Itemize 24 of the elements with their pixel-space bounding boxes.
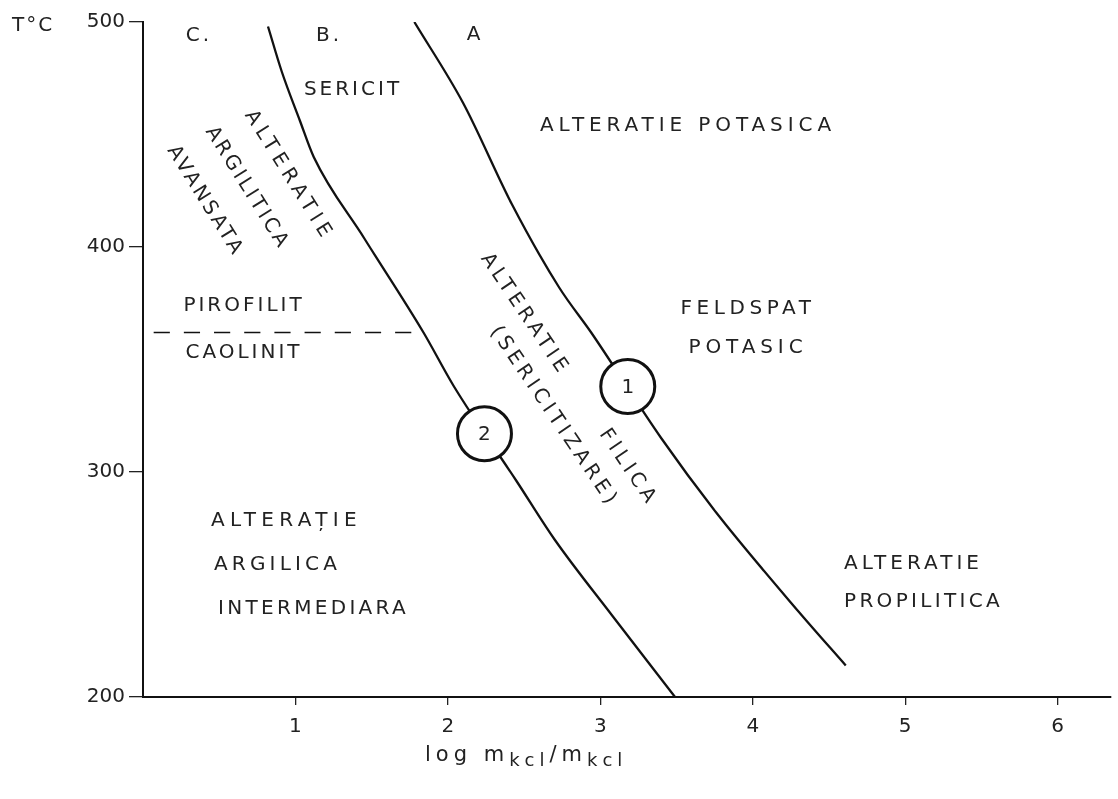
annotation: 2: [478, 420, 491, 445]
annotation: SERICIT: [303, 76, 403, 101]
annotation: B.: [315, 22, 343, 47]
x-tick-label: 2: [441, 713, 455, 738]
annotation: PIROFILIT: [183, 292, 305, 317]
y-tick-label: 500: [86, 8, 125, 33]
y-tick-label: 300: [86, 458, 125, 483]
y-axis-title: T°C: [12, 12, 55, 36]
x-axis-title: log m$_{kcl}$/m$_{kcl}$: [425, 742, 628, 771]
y-tick-label: 400: [86, 233, 125, 258]
annotation: FELDSPAT POTASIC: [680, 295, 816, 359]
x-tick-label: 1: [289, 713, 302, 738]
annotation: C.: [185, 22, 213, 47]
annotation: 1: [621, 373, 635, 398]
y-tick-label: 200: [86, 683, 125, 708]
x-tick-label: 5: [898, 713, 912, 738]
x-tick-label: 3: [593, 713, 607, 738]
annotation: A: [466, 21, 484, 46]
annotation: ALTERATIE POTASICA: [540, 112, 836, 137]
annotation: ALTERAȚIE ARGILICA INTERMEDIARA: [211, 507, 409, 620]
annotation: CAOLINIT: [185, 339, 303, 364]
x-tick-label: 4: [746, 713, 760, 738]
annotation: ALTERATIE PROPILITICA: [844, 550, 1003, 613]
x-tick-label: 6: [1051, 713, 1065, 738]
